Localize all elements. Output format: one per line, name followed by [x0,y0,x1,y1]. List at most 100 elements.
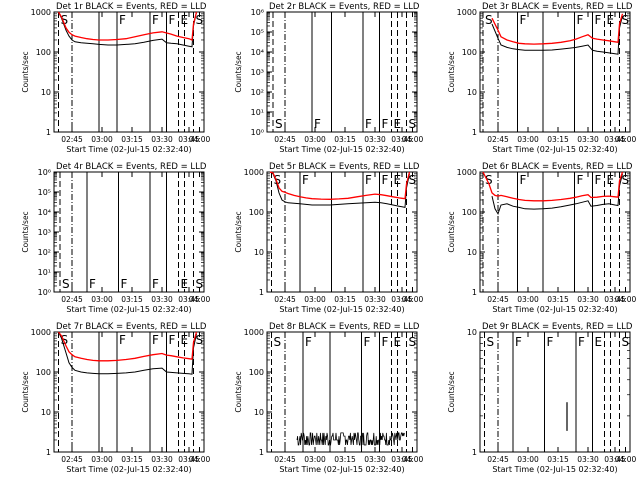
y-tick-label: 100 [36,368,51,377]
x-axis-label: Start Time (02-Jul-15 02:32:40) [66,305,191,314]
event-letter: S [485,13,493,27]
series-line-lld [482,171,624,202]
series-line-events [58,11,197,48]
plot-frame [53,171,205,293]
panel-title: Det 6r BLACK = Events, RED = LLD [482,162,633,172]
y-tick-label: 10 [467,328,477,337]
series-line-lld [269,171,411,200]
panel-title: Det 5r BLACK = Events, RED = LLD [269,162,420,172]
x-axis-label: Start Time (02-Jul-15 02:32:40) [66,465,191,474]
x-tick-label: 03:45 [391,295,413,304]
x-tick-label: 03:00 [517,295,539,304]
y-tick-label: 10 [467,88,477,97]
panel-det-3r: Det 3r BLACK = Events, RED = LLD 1 10 100 10… [447,2,637,154]
event-letter: S [61,13,69,27]
event-letter: S [485,173,493,187]
series-line-events-noisy [296,432,405,446]
y-axis-label: Counts/sec [447,51,456,92]
panel-det-7r: Det 7r BLACK = Events, RED = LLD 1 10 100 10… [21,322,211,474]
event-letter: F [382,335,389,349]
event-letter: F [169,13,176,27]
y-tick-label: 10 [254,248,264,257]
panel-det-5r: Det 5r BLACK = Events, RED = LLD 1 10 100 10… [234,162,424,314]
x-tick-label: 03:30 [151,135,173,144]
x-tick-label: 04:00 [189,455,211,464]
x-tick-label: 02:45 [274,455,296,464]
event-letter: F [515,335,522,349]
panel-det-1r: Det 1r BLACK = Events, RED = LLD 1 10 100 10… [21,2,211,154]
x-axis-label: Start Time (02-Jul-15 02:32:40) [492,305,617,314]
x-tick-label: 03:45 [178,455,200,464]
x-tick-label: 03:15 [547,135,569,144]
panel-title: Det 3r BLACK = Events, RED = LLD [482,2,633,12]
event-letter: F [577,173,584,187]
x-tick-label: 03:45 [391,135,413,144]
event-letter: F [365,117,372,131]
event-letter: E [607,173,615,187]
event-letter: S [62,277,70,291]
x-tick-label: 02:45 [274,135,296,144]
series-line-lld [57,331,198,362]
y-tick-label: 10² [38,248,51,257]
event-letter: S [622,13,630,27]
panel-title: Det 1r BLACK = Events, RED = LLD [56,2,207,12]
event-letter: S [275,117,283,131]
y-tick-label: 1000 [457,168,477,177]
event-letter: F [302,173,309,187]
event-letter: F [152,333,159,347]
x-tick-label: 03:45 [604,135,626,144]
event-letter: F [382,173,389,187]
x-tick-label: 02:45 [274,295,296,304]
x-tick-label: 03:30 [364,295,386,304]
event-letter: F [520,13,527,27]
x-tick-label: 03:45 [178,135,200,144]
y-tick-label: 1000 [244,168,264,177]
x-axis-label: Start Time (02-Jul-15 02:32:40) [279,305,404,314]
plot-frame [266,11,418,133]
y-tick-label: 1 [259,288,264,297]
x-tick-label: 03:00 [304,455,326,464]
event-letter: S [196,277,204,291]
x-axis-label: Start Time (02-Jul-15 02:32:40) [66,145,191,154]
y-tick-label: 1 [259,448,264,457]
x-tick-label: 02:45 [487,295,509,304]
y-axis-label: Counts/sec [21,371,30,412]
x-tick-label: 04:00 [189,295,211,304]
x-tick-label: 04:00 [615,295,637,304]
x-tick-label: 02:45 [487,455,509,464]
x-tick-label: 03:15 [334,455,356,464]
plot-frame [53,11,205,133]
x-tick-label: 04:00 [402,295,424,304]
y-tick-label: 10⁴ [251,48,264,57]
event-letter: S [622,173,630,187]
plot-frame [479,171,631,293]
series-line-events [491,15,623,55]
y-tick-label: 10⁵ [38,188,51,197]
event-letter: F [89,277,96,291]
x-axis-label: Start Time (02-Jul-15 02:32:40) [492,145,617,154]
panel-det-6r: Det 6r BLACK = Events, RED = LLD 1 10 100 10… [447,162,637,314]
event-letter: F [169,333,176,347]
y-axis-label: Counts/sec [21,211,30,252]
y-tick-label: 10 [41,88,51,97]
y-tick-label: 100 [36,48,51,57]
series-line-lld [491,13,624,45]
event-letter: S [61,333,69,347]
x-tick-label: 03:30 [151,295,173,304]
x-tick-label: 04:00 [189,135,211,144]
x-tick-label: 02:45 [61,295,83,304]
x-tick-label: 03:45 [604,455,626,464]
event-letter: S [196,333,204,347]
event-letter: F [314,117,321,131]
event-letter: F [121,277,128,291]
event-letter: E [595,335,603,349]
y-tick-label: 10¹ [251,108,264,117]
x-axis-label: Start Time (02-Jul-15 02:32:40) [492,465,617,474]
event-letter: F [577,13,584,27]
event-letter: E [607,13,615,27]
x-tick-label: 03:00 [304,295,326,304]
x-tick-label: 03:15 [547,295,569,304]
y-axis-label: Counts/sec [447,211,456,252]
event-letter: S [409,117,417,131]
